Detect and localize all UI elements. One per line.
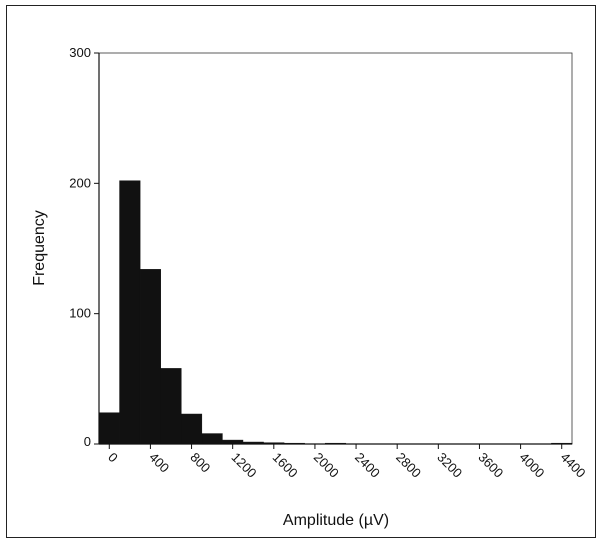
x-axis-title: Amplitude (µV) [283, 512, 389, 529]
histogram-bar [98, 412, 120, 445]
histogram-bar [139, 269, 161, 445]
x-tick-label: 2800 [393, 450, 424, 481]
x-tick-label: 4400 [558, 450, 589, 481]
x-axis-ticks: 0 400 800 1200 1600 2000 2400 2800 3200 3600 4000 4… [105, 444, 589, 481]
histogram-bar [201, 433, 223, 445]
y-tick-label: 300 [69, 45, 91, 60]
histogram-bar [160, 368, 182, 445]
x-tick-label: 0 [105, 450, 121, 466]
y-tick-label: 100 [69, 306, 91, 321]
histogram-bar [181, 413, 203, 445]
x-tick-label: 800 [187, 450, 213, 476]
histogram-bar [119, 180, 141, 445]
x-tick-label: 1600 [270, 450, 301, 481]
axes [98, 53, 572, 445]
x-tick-label: 2400 [352, 450, 383, 481]
x-tick-label: 1200 [229, 450, 260, 481]
x-tick-label: 400 [146, 450, 172, 476]
y-axis-title: Frequency [31, 210, 48, 286]
x-tick-label: 3200 [434, 450, 465, 481]
y-tick-label: 0 [84, 434, 91, 449]
x-tick-label: 2000 [311, 450, 342, 481]
y-tick-label: 200 [69, 175, 91, 190]
histogram-bars [98, 180, 573, 445]
y-axis-ticks: 0 100 200 300 [69, 45, 99, 449]
x-tick-label: 3600 [475, 450, 506, 481]
x-tick-label: 4000 [516, 450, 547, 481]
